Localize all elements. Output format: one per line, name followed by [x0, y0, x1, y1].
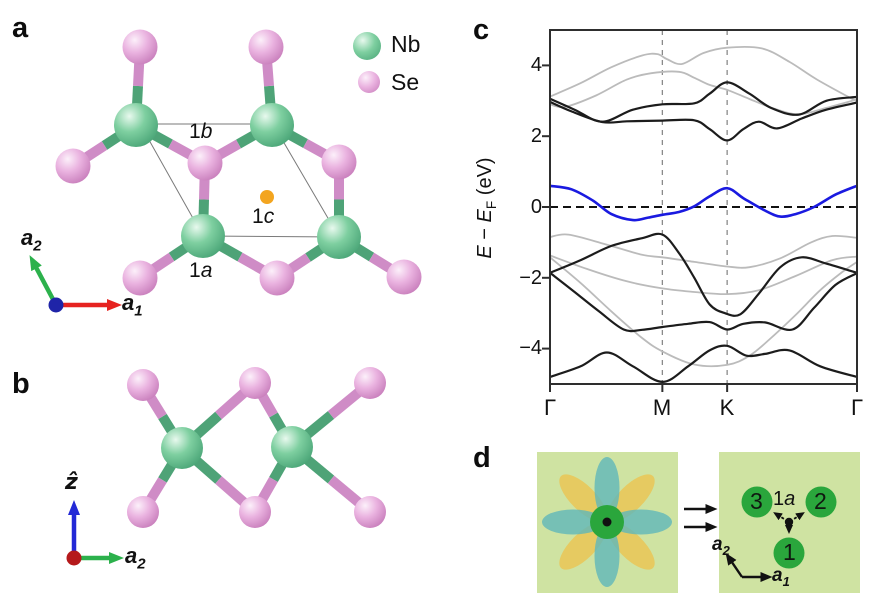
- orbital-petal: [542, 509, 604, 535]
- wyckoff-site-circle: [741, 486, 773, 518]
- val-black-1: [549, 232, 858, 317]
- nbse2-top-view: [29, 29, 422, 313]
- wyckoff-1a-label: 1a: [773, 488, 796, 510]
- k-label-gamma-right: Γ: [850, 395, 864, 420]
- site-2-label: 2: [814, 488, 827, 514]
- panel-d-letter: d: [473, 442, 491, 474]
- k-label-m: M: [652, 395, 672, 420]
- nb-atom: [271, 426, 313, 468]
- k-label-k: K: [719, 395, 735, 420]
- nb-atom: [161, 427, 203, 469]
- se-atom: [239, 367, 271, 399]
- orbital-center-dot: [602, 517, 612, 527]
- se-atom: [386, 259, 422, 295]
- wyckoff-1a-dot: [784, 517, 794, 527]
- orbital-petal: [594, 457, 620, 519]
- panel-c-letter: c: [473, 14, 490, 46]
- a2-axis-label: a2: [21, 225, 42, 255]
- se-atom: [127, 496, 159, 528]
- y-tick-m2: −2: [519, 267, 542, 289]
- site-label-1a: 1a: [189, 259, 213, 282]
- metallic-blue-band: [549, 184, 858, 222]
- nb-legend-label: Nb: [391, 31, 421, 57]
- a1-axis-label-d: a1: [772, 565, 790, 589]
- axes-origin-dot: [66, 550, 82, 566]
- se-atom: [55, 148, 91, 184]
- nb-atom: [181, 214, 225, 258]
- nb-atom: [317, 215, 361, 259]
- se-atom: [127, 369, 159, 401]
- se-atom: [187, 145, 223, 181]
- nb-atom: [114, 103, 158, 147]
- orbital-petal: [607, 522, 655, 570]
- se-atom: [248, 29, 284, 65]
- z-axis-label: ẑ: [65, 470, 78, 495]
- nb-atom: [250, 103, 294, 147]
- panel-b-letter: b: [12, 368, 30, 400]
- se-atom: [239, 496, 271, 528]
- y-tick-m4: −4: [519, 337, 542, 359]
- cond-gray-1: [549, 45, 858, 103]
- site-label-1b: 1b: [189, 120, 213, 143]
- site-3-label: 3: [750, 488, 763, 514]
- energy-axis-label: E − EF (eV): [474, 157, 499, 259]
- orbital-petal: [594, 525, 620, 587]
- se-atom: [122, 29, 158, 65]
- site-1-label: 1: [783, 539, 796, 565]
- val-black-2: [549, 271, 858, 333]
- orbital-petal: [610, 509, 672, 535]
- wyckoff-site-circle: [805, 486, 837, 518]
- wyckoff-site-circle: [773, 537, 805, 569]
- panel-a-letter: a: [12, 12, 29, 44]
- val-black-3: [549, 344, 858, 383]
- se-legend-label: Se: [391, 69, 420, 95]
- se-atom: [354, 496, 386, 528]
- orbital-schematic: [537, 452, 860, 593]
- nbse2-side-view: [66, 367, 386, 566]
- se-legend-sphere-icon: [358, 71, 380, 93]
- val-gray-1: [549, 233, 858, 269]
- band-structure-plot: [542, 29, 858, 392]
- se-atom: [122, 260, 158, 296]
- cond-black-2: [549, 100, 858, 142]
- a1-axis-label: a1: [122, 290, 143, 320]
- axes-origin-dot: [48, 297, 64, 313]
- cond-gray-2: [549, 70, 858, 116]
- orbital-petal: [559, 474, 607, 522]
- nb-legend-sphere-icon: [353, 32, 381, 60]
- k-label-gamma-left: Γ: [543, 395, 557, 420]
- orbital-petal: [559, 522, 607, 570]
- se-atom: [354, 367, 386, 399]
- val-gray-3: [549, 256, 858, 368]
- y-tick-2: 2: [530, 125, 542, 147]
- a2-axis-arrow-d: [725, 552, 743, 578]
- val-gray-2: [549, 254, 858, 296]
- y-tick-4: 4: [530, 54, 542, 76]
- se-atom: [259, 260, 295, 296]
- a2-axis-label-d: a2: [712, 534, 730, 558]
- se-atom: [321, 144, 357, 180]
- site-label-1c: 1c: [252, 205, 275, 228]
- 1c-site-dot: [260, 190, 274, 204]
- y-tick-0: 0: [530, 196, 542, 218]
- a2-axis-label-side: a2: [125, 543, 146, 573]
- orbital-petal: [607, 474, 655, 522]
